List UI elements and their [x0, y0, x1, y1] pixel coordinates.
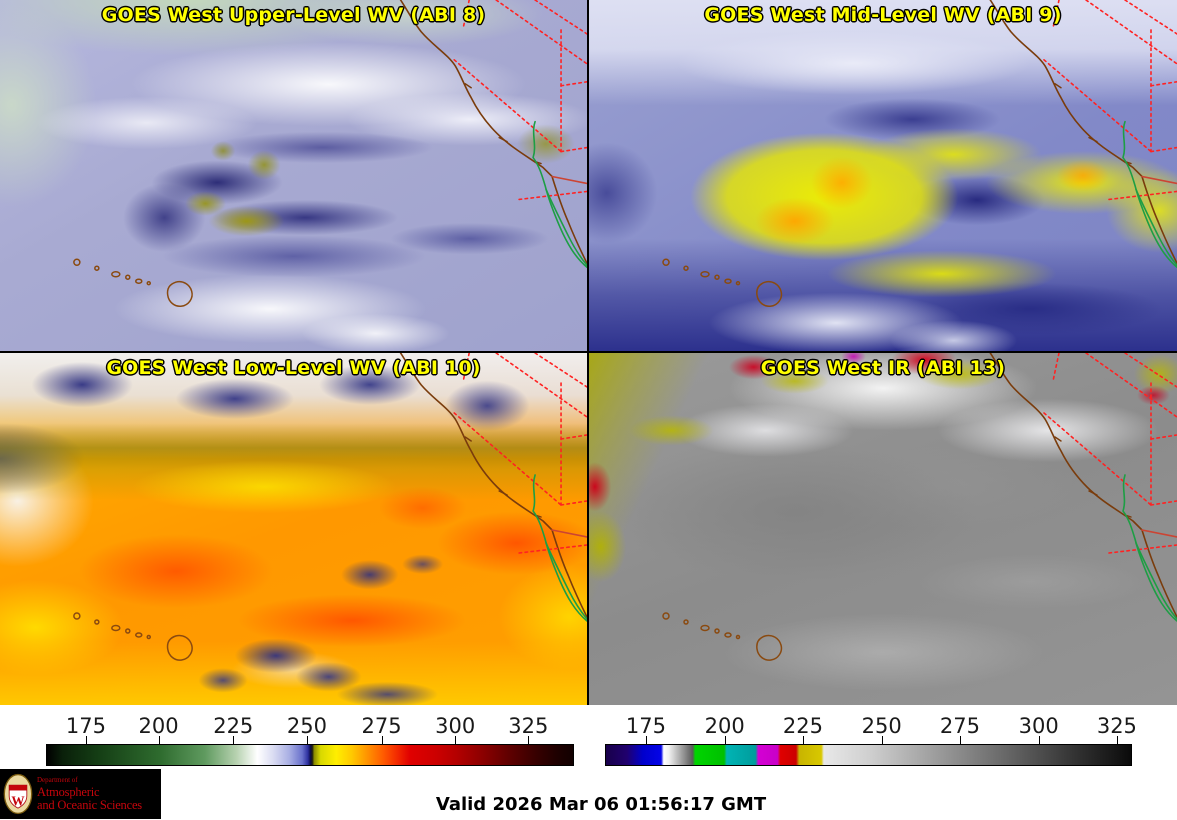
colorbar-tick-label: 325	[1096, 714, 1137, 738]
colorbar-tick-label: 325	[508, 714, 549, 738]
colorbar-tick	[724, 736, 726, 744]
crest-letter: W	[11, 793, 25, 808]
colorbar-tick	[645, 736, 647, 744]
colorbar-tick	[306, 736, 308, 744]
colorbar-tick	[381, 736, 383, 744]
logo-name-line2: and Oceanic Sciences	[37, 798, 142, 812]
colorbar-tick	[1116, 736, 1118, 744]
logo-name-line1: Atmospheric	[37, 784, 100, 799]
panel-low-level-wv: GOES West Low-Level WV (ABI 10)	[0, 353, 587, 705]
colorbar-tick-label: 250	[861, 714, 902, 738]
colorbar-tick	[455, 736, 457, 744]
colorbar-tick	[233, 736, 235, 744]
colorbar-tick-label: 200	[704, 714, 745, 738]
colorbar-tick-label: 225	[782, 714, 823, 738]
panel-title-low-level-wv: GOES West Low-Level WV (ABI 10)	[106, 357, 481, 379]
colorbar-tick	[528, 736, 530, 744]
ir-colorbar: 175 200 225 250 275 300 325	[605, 705, 1137, 766]
logo-text-block: Department of Atmospheric and Oceanic Sc…	[37, 775, 142, 812]
colorbar-tick	[1038, 736, 1040, 744]
satellite-image-ir	[589, 353, 1177, 705]
satellite-quadrant-grid: GOES West Upper-Level WV (ABI 8) GOES We…	[0, 0, 1177, 705]
colorbar-tick-label: 250	[286, 714, 327, 738]
panel-mid-level-wv: GOES West Mid-Level WV (ABI 9)	[589, 0, 1177, 351]
colorbar-tick	[881, 736, 883, 744]
aos-department-logo: W Department of Atmospheric and Oceanic …	[0, 769, 161, 819]
satellite-image-mid-level-wv	[589, 0, 1177, 351]
uw-crest-icon: W	[3, 773, 33, 815]
colorbar-tick	[959, 736, 961, 744]
colorbar-tick	[158, 736, 160, 744]
satellite-image-upper-level-wv	[0, 0, 587, 351]
valid-timestamp: Valid 2026 Mar 06 01:56:17 GMT	[435, 794, 767, 815]
colorbar-tick-label: 175	[65, 714, 107, 738]
panel-upper-level-wv: GOES West Upper-Level WV (ABI 8)	[0, 0, 587, 351]
map-boundaries-overlay	[73, 0, 587, 308]
wv-colorbar-gradient	[46, 744, 574, 766]
colorbar-strip: 175 200 225 250 275 300 325 175 200 225 …	[0, 705, 1177, 766]
map-boundaries-overlay	[662, 0, 1177, 308]
wv-colorbar: 175 200 225 250 275 300 325	[46, 705, 574, 766]
panel-title-upper-level-wv: GOES West Upper-Level WV (ABI 8)	[101, 4, 486, 26]
colorbar-tick	[85, 736, 87, 744]
panel-title-ir: GOES West IR (ABI 13)	[760, 357, 1006, 379]
map-boundaries-overlay	[73, 353, 587, 661]
colorbar-tick-label: 275	[361, 714, 402, 738]
logo-dept-line: Department of	[37, 775, 78, 784]
colorbar-tick	[802, 736, 804, 744]
colorbar-tick-label: 225	[213, 714, 254, 738]
panel-ir: GOES West IR (ABI 13)	[589, 353, 1177, 705]
colorbar-tick-label: 175	[625, 714, 666, 738]
panel-title-mid-level-wv: GOES West Mid-Level WV (ABI 9)	[704, 4, 1062, 26]
colorbar-tick-label: 300	[1018, 714, 1059, 738]
colorbar-tick-label: 275	[939, 714, 980, 738]
satellite-image-low-level-wv	[0, 353, 587, 705]
colorbar-tick-label: 300	[435, 714, 476, 738]
ir-colorbar-gradient	[605, 744, 1132, 766]
footer: W Department of Atmospheric and Oceanic …	[0, 766, 1177, 820]
map-boundaries-overlay	[662, 353, 1177, 661]
colorbar-tick-label: 200	[138, 714, 179, 738]
